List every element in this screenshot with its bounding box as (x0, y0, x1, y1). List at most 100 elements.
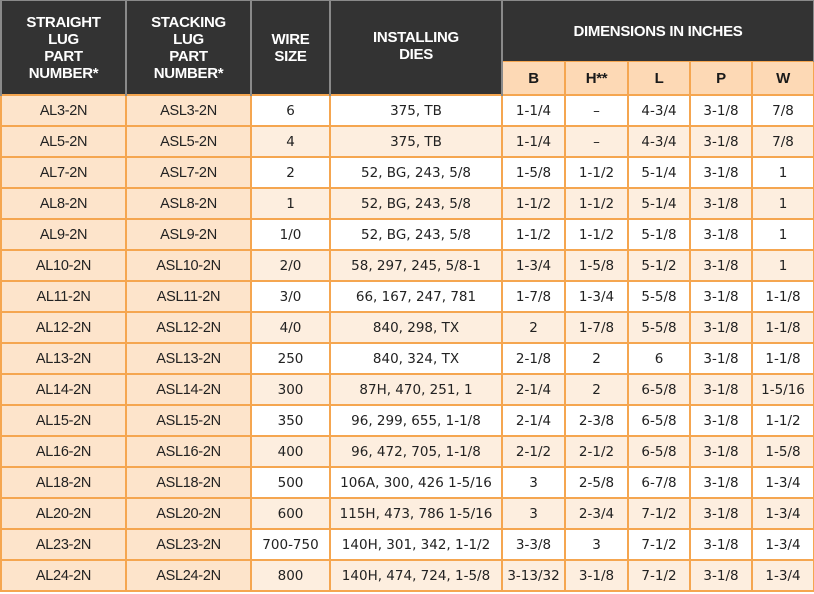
header-text: NUMBER* (153, 64, 224, 82)
cell-dim-p: 3-1/8 (689, 280, 753, 313)
cell-dim-b: 2 (501, 311, 566, 344)
cell-dim-l: 7-1/2 (627, 528, 691, 561)
header-text: LUG (173, 30, 204, 48)
cell-stacking-lug-part: ASL24-2N (125, 559, 252, 592)
cell-wire-size: 6 (250, 94, 331, 127)
cell-dim-w: 1 (750, 249, 814, 282)
header-row: STRAIGHT LUG PART NUMBER* STACKING LUG P… (0, 0, 814, 95)
cell-dim-p: 3-1/8 (689, 125, 753, 158)
header-text: STACKING (151, 13, 226, 31)
cell-wire-size: 300 (250, 373, 331, 406)
cell-wire-size: 1/0 (250, 218, 331, 251)
cell-installing-dies: 96, 472, 705, 1-1/8 (329, 435, 503, 468)
cell-installing-dies: 58, 297, 245, 5/8-1 (329, 249, 503, 282)
cell-dim-h: 2-3/8 (564, 404, 629, 437)
cell-dim-b: 1-5/8 (501, 156, 566, 189)
cell-dim-b: 1-1/2 (501, 218, 566, 251)
table-row: AL3-2N ASL3-2N 6 375, TB 1-1/4–4-3/4 3-1/8 7/8 (0, 94, 814, 127)
cell-straight-lug-part: AL7-2N (0, 156, 127, 189)
cell-straight-lug-part: AL5-2N (0, 125, 127, 158)
cell-dim-w: 1-3/4 (750, 466, 814, 499)
cell-stacking-lug-part: ASL13-2N (125, 342, 252, 375)
cell-stacking-lug-part: ASL9-2N (125, 218, 252, 251)
cell-dim-w: 1-1/8 (750, 342, 814, 375)
header-wire-size: WIRE SIZE (250, 0, 331, 95)
cell-dim-p: 3-1/8 (689, 187, 753, 220)
cell-dim-h: 2-5/8 (564, 466, 629, 499)
cell-stacking-lug-part: ASL15-2N (125, 404, 252, 437)
cell-dim-w: 1-1/8 (750, 280, 814, 313)
cell-dim-p: 3-1/8 (689, 342, 753, 375)
cell-dim-p: 3-1/8 (689, 311, 753, 344)
cell-wire-size: 4/0 (250, 311, 331, 344)
cell-dim-w: 1-5/16 (750, 373, 814, 406)
cell-dim-l: 4-3/4 (627, 94, 691, 127)
cell-dim-p: 3-1/8 (689, 156, 753, 189)
cell-dim-h: – (564, 94, 629, 127)
header-text: LUG (48, 30, 79, 48)
cell-straight-lug-part: AL3-2N (0, 94, 127, 127)
header-stacking-lug-part-number: STACKING LUG PART NUMBER* (125, 0, 252, 95)
cell-dim-h: 2-3/4 (564, 497, 629, 530)
table-row: AL7-2N ASL7-2N 2 52, BG, 243, 5/8 1-5/8 1-1/2… (0, 156, 814, 189)
cell-dim-w: 7/8 (750, 125, 814, 158)
header-dim-h: H** (564, 61, 629, 96)
cell-dim-l: 6 (627, 342, 691, 375)
cell-straight-lug-part: AL8-2N (0, 187, 127, 220)
cell-dim-l: 6-5/8 (627, 435, 691, 468)
header-text: INSTALLING (373, 29, 459, 46)
table-row: AL11-2N ASL11-2N 3/0 66, 167, 247, 781 1-7/8… (0, 280, 814, 313)
cell-dim-l: 7-1/2 (627, 497, 691, 530)
cell-installing-dies: 140H, 474, 724, 1-5/8 (329, 559, 503, 592)
header-dim-p: P (689, 61, 753, 96)
cell-dim-l: 6-5/8 (627, 373, 691, 406)
header-text: SIZE (274, 47, 307, 65)
cell-wire-size: 3/0 (250, 280, 331, 313)
cell-dim-h: 2 (564, 373, 629, 406)
cell-dim-h: 1-1/2 (564, 218, 629, 251)
cell-stacking-lug-part: ASL16-2N (125, 435, 252, 468)
cell-dim-h: 3 (564, 528, 629, 561)
cell-installing-dies: 52, BG, 243, 5/8 (329, 218, 503, 251)
header-text: WIRE (271, 30, 310, 48)
cell-stacking-lug-part: ASL14-2N (125, 373, 252, 406)
cell-dim-l: 5-1/4 (627, 156, 691, 189)
cell-straight-lug-part: AL13-2N (0, 342, 127, 375)
cell-stacking-lug-part: ASL10-2N (125, 249, 252, 282)
cell-dim-w: 7/8 (750, 94, 814, 127)
header-text: DIES (399, 46, 433, 63)
header-text: PART (169, 47, 208, 65)
table-row: AL23-2N ASL23-2N 700-750 140H, 301, 342, 1-… (0, 528, 814, 561)
header-dim-l: L (627, 61, 691, 96)
cell-stacking-lug-part: ASL20-2N (125, 497, 252, 530)
cell-dim-b: 1-7/8 (501, 280, 566, 313)
table-row: AL15-2N ASL15-2N 350 96, 299, 655, 1-1/8 2-1… (0, 404, 814, 437)
cell-dim-b: 1-3/4 (501, 249, 566, 282)
cell-dim-p: 3-1/8 (689, 404, 753, 437)
cell-installing-dies: 106A, 300, 426 1-5/16 (329, 466, 503, 499)
cell-dim-b: 3-3/8 (501, 528, 566, 561)
header-dimensions-in-inches: DIMENSIONS IN INCHES (500, 0, 814, 62)
cell-dim-b: 2-1/4 (501, 373, 566, 406)
table-row: AL18-2N ASL18-2N 500 106A, 300, 426 1-5/16 3… (0, 466, 814, 499)
cell-dim-l: 4-3/4 (627, 125, 691, 158)
cell-dim-h: 1-5/8 (564, 249, 629, 282)
cell-installing-dies: 140H, 301, 342, 1-1/2 (329, 528, 503, 561)
cell-wire-size: 2/0 (250, 249, 331, 282)
cell-dim-l: 5-5/8 (627, 311, 691, 344)
cell-straight-lug-part: AL16-2N (0, 435, 127, 468)
cell-dim-b: 2-1/4 (501, 404, 566, 437)
cell-dim-b: 1-1/4 (501, 94, 566, 127)
cell-dim-w: 1-5/8 (750, 435, 814, 468)
header-installing-dies: INSTALLING DIES (329, 0, 503, 95)
cell-wire-size: 4 (250, 125, 331, 158)
cell-wire-size: 400 (250, 435, 331, 468)
table-row: AL9-2N ASL9-2N 1/0 52, BG, 243, 5/8 1-1/2 1-1… (0, 218, 814, 251)
cell-installing-dies: 840, 298, TX (329, 311, 503, 344)
cell-stacking-lug-part: ASL11-2N (125, 280, 252, 313)
cell-installing-dies: 96, 299, 655, 1-1/8 (329, 404, 503, 437)
cell-installing-dies: 840, 324, TX (329, 342, 503, 375)
cell-installing-dies: 375, TB (329, 94, 503, 127)
cell-wire-size: 350 (250, 404, 331, 437)
